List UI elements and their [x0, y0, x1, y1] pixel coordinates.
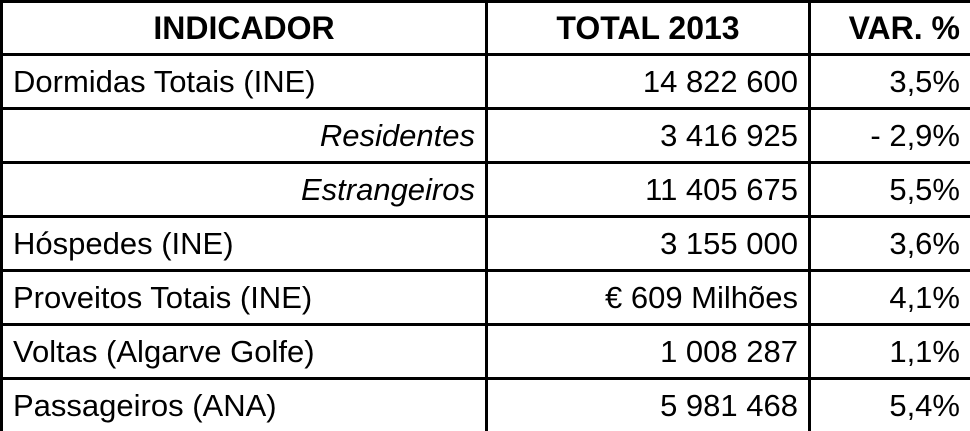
row-total: € 609 Milhões	[485, 269, 811, 326]
table-row: Proveitos Totais (INE) € 609 Milhões 4,1…	[0, 269, 970, 326]
row-indicator: Estrangeiros	[0, 161, 488, 218]
row-variation: 4,1%	[808, 269, 970, 326]
table-row: Voltas (Algarve Golfe) 1 008 287 1,1%	[0, 323, 970, 380]
row-total: 1 008 287	[485, 323, 811, 380]
row-indicator: Residentes	[0, 107, 488, 164]
header-variation: VAR. %	[808, 0, 970, 56]
row-total: 3 416 925	[485, 107, 811, 164]
row-variation: 1,1%	[808, 323, 970, 380]
table-row: Estrangeiros 11 405 675 5,5%	[0, 161, 970, 218]
row-variation: 3,6%	[808, 215, 970, 272]
row-total: 3 155 000	[485, 215, 811, 272]
row-total: 14 822 600	[485, 53, 811, 110]
table-row: Hóspedes (INE) 3 155 000 3,6%	[0, 215, 970, 272]
row-total: 11 405 675	[485, 161, 811, 218]
row-indicator: Passageiros (ANA)	[0, 377, 488, 431]
row-variation: 5,4%	[808, 377, 970, 431]
row-variation: 3,5%	[808, 53, 970, 110]
header-indicator: INDICADOR	[0, 0, 488, 56]
table-header-row: INDICADOR TOTAL 2013 VAR. %	[0, 0, 970, 56]
table-row: Passageiros (ANA) 5 981 468 5,4%	[0, 377, 970, 431]
table-row: Residentes 3 416 925 - 2,9%	[0, 107, 970, 164]
row-indicator: Dormidas Totais (INE)	[0, 53, 488, 110]
row-total: 5 981 468	[485, 377, 811, 431]
row-variation: - 2,9%	[808, 107, 970, 164]
row-indicator: Proveitos Totais (INE)	[0, 269, 488, 326]
row-variation: 5,5%	[808, 161, 970, 218]
row-indicator: Hóspedes (INE)	[0, 215, 488, 272]
row-indicator: Voltas (Algarve Golfe)	[0, 323, 488, 380]
header-total: TOTAL 2013	[485, 0, 811, 56]
table-row: Dormidas Totais (INE) 14 822 600 3,5%	[0, 53, 970, 110]
